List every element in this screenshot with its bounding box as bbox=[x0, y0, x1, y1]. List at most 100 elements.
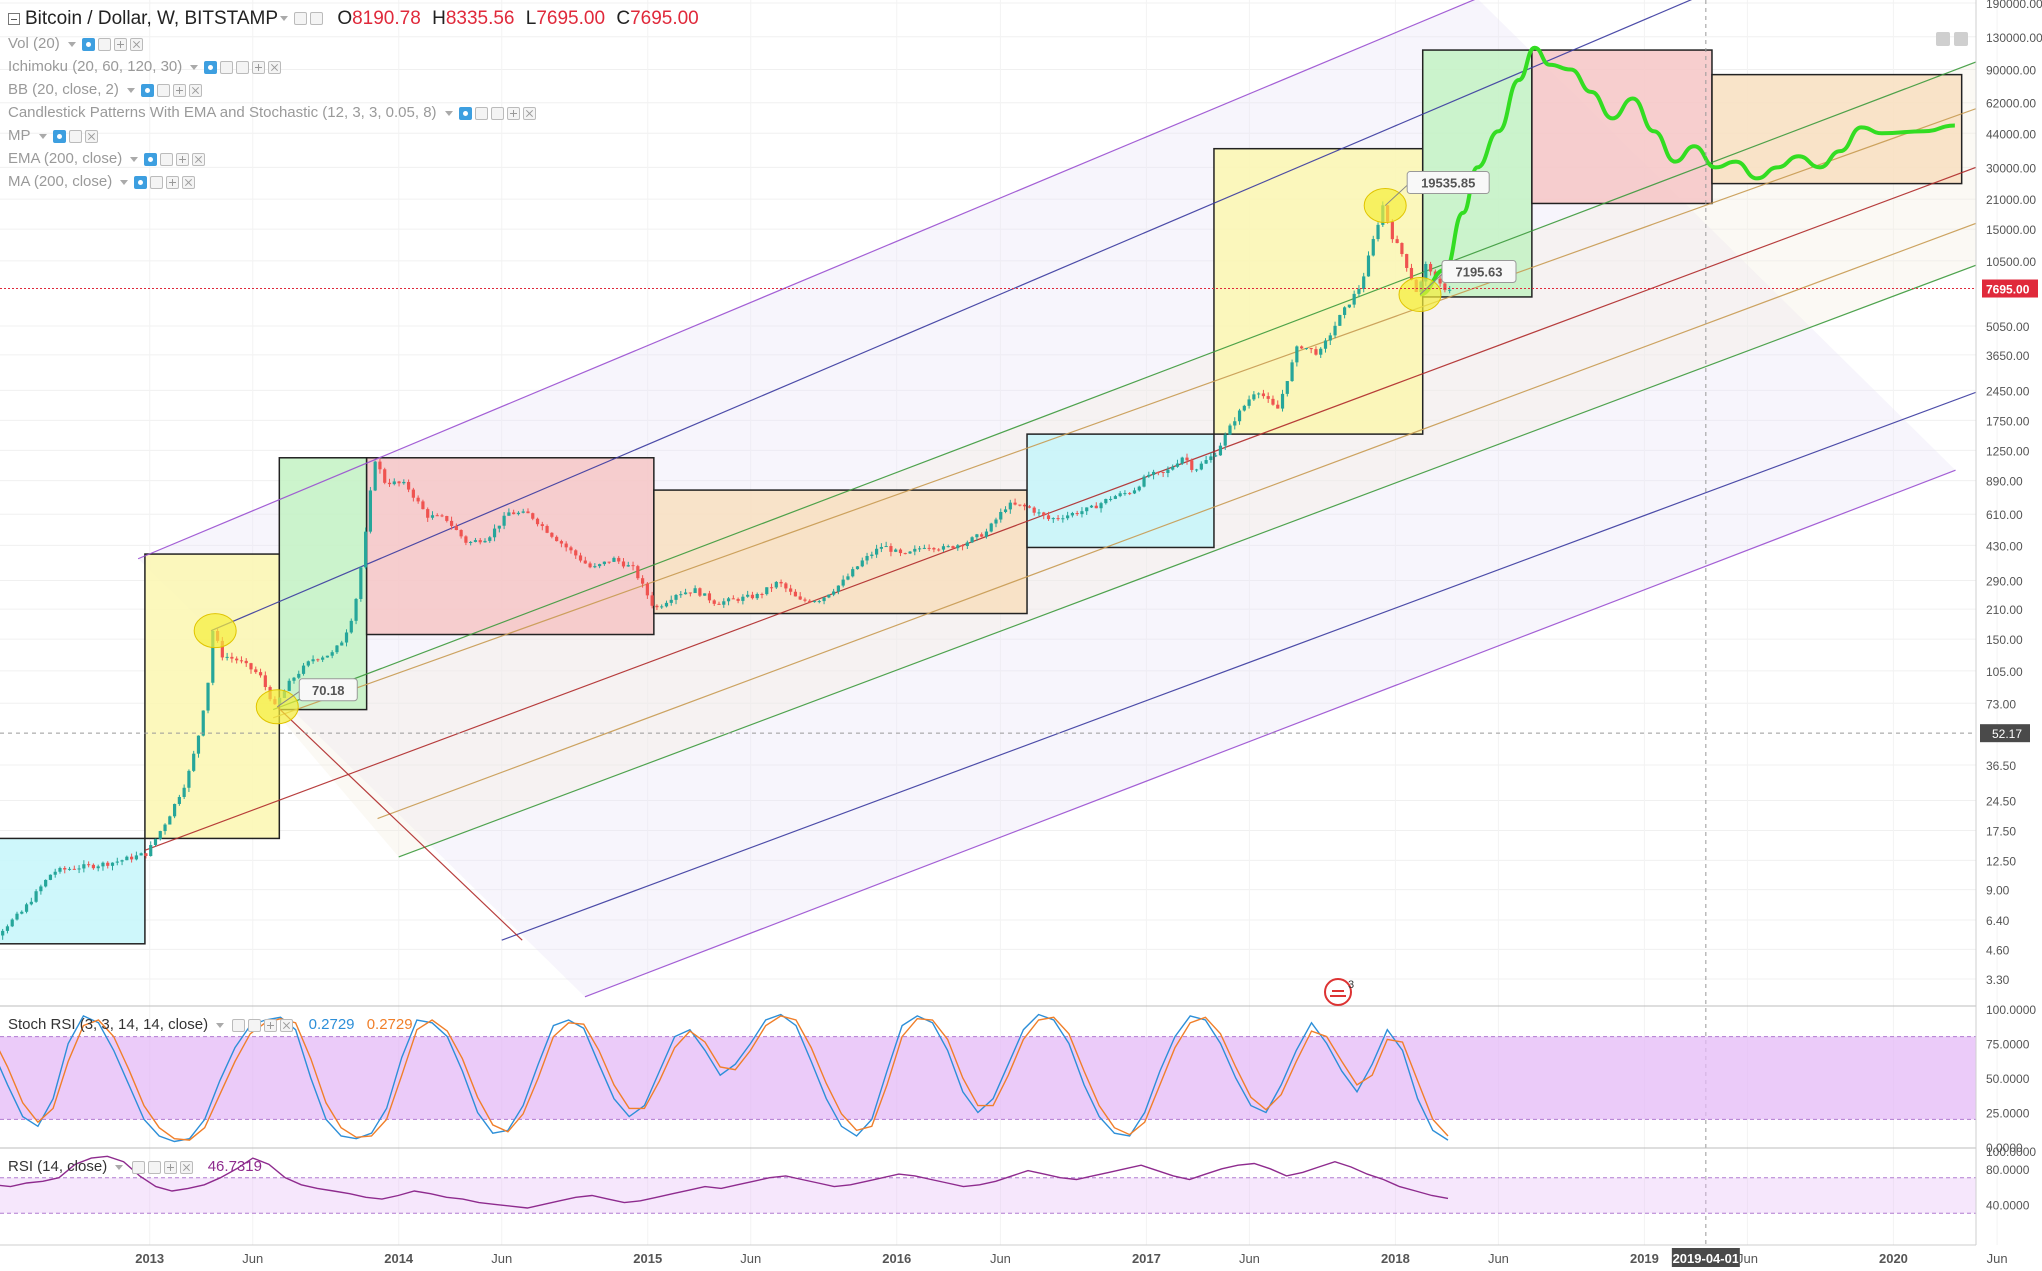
indicator-ma[interactable]: MA (200, close) bbox=[8, 170, 699, 193]
settings-icon[interactable] bbox=[150, 175, 164, 189]
plus-icon[interactable] bbox=[163, 1160, 177, 1174]
candle-body bbox=[932, 548, 936, 550]
chevron-down-icon[interactable] bbox=[280, 16, 289, 22]
close-icon[interactable] bbox=[268, 60, 282, 74]
indicator-vol[interactable]: Vol (20) bbox=[8, 32, 699, 55]
plus-icon[interactable] bbox=[113, 37, 127, 51]
eye-icon[interactable] bbox=[458, 106, 472, 120]
chevron-down-icon[interactable] bbox=[38, 133, 47, 139]
candle-body bbox=[1304, 348, 1308, 350]
source-icon[interactable] bbox=[147, 1160, 161, 1174]
plus-icon[interactable] bbox=[172, 83, 186, 97]
candle-body bbox=[354, 598, 358, 621]
settings-icon[interactable] bbox=[474, 106, 488, 120]
settings-icon[interactable] bbox=[294, 12, 308, 26]
settings-icon[interactable] bbox=[160, 152, 174, 166]
candle-body bbox=[211, 630, 215, 683]
chevron-down-icon[interactable] bbox=[67, 41, 76, 47]
price-tick-label: 15000.00 bbox=[1986, 223, 2036, 237]
collapse-icon[interactable] bbox=[8, 12, 20, 25]
eye-icon[interactable] bbox=[204, 60, 218, 74]
candle-body bbox=[10, 919, 14, 927]
close-icon[interactable] bbox=[522, 106, 536, 120]
candle-body bbox=[1128, 493, 1132, 495]
chevron-down-icon[interactable] bbox=[190, 64, 199, 70]
settings-icon[interactable] bbox=[131, 1160, 145, 1174]
chevron-down-icon[interactable] bbox=[126, 87, 135, 93]
settings-icon[interactable] bbox=[232, 1018, 246, 1032]
eye-icon[interactable] bbox=[52, 129, 66, 143]
eye-icon[interactable] bbox=[140, 83, 154, 97]
close-icon[interactable] bbox=[179, 1160, 193, 1174]
chevron-down-icon[interactable] bbox=[120, 179, 129, 185]
candle-body bbox=[67, 868, 72, 870]
plus-icon[interactable] bbox=[176, 152, 190, 166]
rsi-legend[interactable]: RSI (14, close) 46.7319 bbox=[8, 1158, 262, 1175]
pitchfork-line bbox=[501, 391, 1976, 941]
indicator-mp[interactable]: MP bbox=[8, 124, 699, 147]
candle-body bbox=[812, 601, 817, 603]
candle-body bbox=[860, 560, 864, 567]
settings-icon[interactable] bbox=[156, 83, 170, 97]
indicator-ema[interactable]: EMA (200, close) bbox=[8, 147, 699, 170]
candle-body bbox=[130, 856, 134, 860]
arrow-down-icon[interactable] bbox=[1936, 32, 1950, 46]
plus-icon[interactable] bbox=[252, 60, 266, 74]
chevron-down-icon[interactable] bbox=[444, 110, 453, 116]
close-icon[interactable] bbox=[280, 1018, 294, 1032]
indicator-ichimoku[interactable]: Ichimoku (20, 60, 120, 30) bbox=[8, 55, 699, 78]
info-icon[interactable] bbox=[1954, 32, 1968, 46]
candle-body bbox=[1252, 394, 1256, 400]
stoch-rsi-legend[interactable]: Stoch RSI (3, 3, 14, 14, close) 0.2729 0… bbox=[8, 1016, 413, 1033]
symbol-title[interactable]: Bitcoin / Dollar, W, BITSTAMP bbox=[25, 8, 279, 29]
plus-icon[interactable] bbox=[166, 175, 180, 189]
price-tick-label: 9.00 bbox=[1986, 884, 2010, 898]
price-tick-label: 4.60 bbox=[1986, 943, 2010, 957]
close-icon[interactable] bbox=[84, 129, 98, 143]
eye-icon[interactable] bbox=[134, 175, 148, 189]
eye-icon[interactable] bbox=[144, 152, 158, 166]
candle-body bbox=[24, 904, 29, 912]
close-icon[interactable] bbox=[129, 37, 143, 51]
candle-body bbox=[726, 598, 731, 602]
candle-body bbox=[626, 565, 630, 567]
source-icon[interactable] bbox=[248, 1018, 262, 1032]
pitchfork-line bbox=[377, 222, 1976, 820]
indicator-bb[interactable]: BB (20, close, 2) bbox=[8, 78, 699, 101]
candle-body bbox=[115, 861, 119, 863]
close-icon[interactable] bbox=[192, 152, 206, 166]
hide-icon[interactable] bbox=[310, 12, 324, 26]
chevron-down-icon[interactable] bbox=[216, 1022, 225, 1028]
candle-body bbox=[230, 656, 234, 659]
price-tick-label: 3650.00 bbox=[1986, 349, 2030, 363]
chart-legend: Bitcoin / Dollar, W, BITSTAMP O8190.78 H… bbox=[8, 6, 699, 193]
settings-icon[interactable] bbox=[97, 37, 111, 51]
plus-icon[interactable] bbox=[506, 106, 520, 120]
plus-icon[interactable] bbox=[264, 1018, 278, 1032]
source-icon[interactable] bbox=[236, 60, 250, 74]
crosshair-time-label: 2019-04-01 bbox=[1673, 1251, 1740, 1266]
chevron-down-icon[interactable] bbox=[130, 156, 139, 162]
eye-icon[interactable] bbox=[81, 37, 95, 51]
candle-body bbox=[1280, 393, 1285, 409]
candle-body bbox=[249, 663, 253, 670]
candle-body bbox=[507, 512, 511, 516]
source-icon[interactable] bbox=[490, 106, 504, 120]
event-flag[interactable]: 3 bbox=[1324, 978, 1354, 1006]
candle-body bbox=[5, 926, 10, 931]
time-axis[interactable]: 2013 Jun 2014 Jun 2015 Jun 2016 Jun 2017 Jun 2018 J… bbox=[0, 1244, 2008, 1266]
candle-body bbox=[1376, 224, 1380, 240]
close-icon[interactable] bbox=[188, 83, 202, 97]
candle-body bbox=[397, 481, 401, 484]
price-axis[interactable]: 3.30 4.60 6.40 9.00 12.50 17.50 24.50 36.50 73.0… bbox=[1975, 0, 2042, 1245]
settings-icon[interactable] bbox=[68, 129, 82, 143]
chevron-down-icon[interactable] bbox=[115, 1164, 124, 1170]
candle-body bbox=[617, 557, 621, 562]
candle-body bbox=[984, 531, 989, 537]
candle-body bbox=[559, 541, 564, 544]
indicator-candlestick-patterns[interactable]: Candlestick Patterns With EMA and Stocha… bbox=[8, 101, 699, 124]
close-icon[interactable] bbox=[182, 175, 196, 189]
settings-icon[interactable] bbox=[220, 60, 234, 74]
